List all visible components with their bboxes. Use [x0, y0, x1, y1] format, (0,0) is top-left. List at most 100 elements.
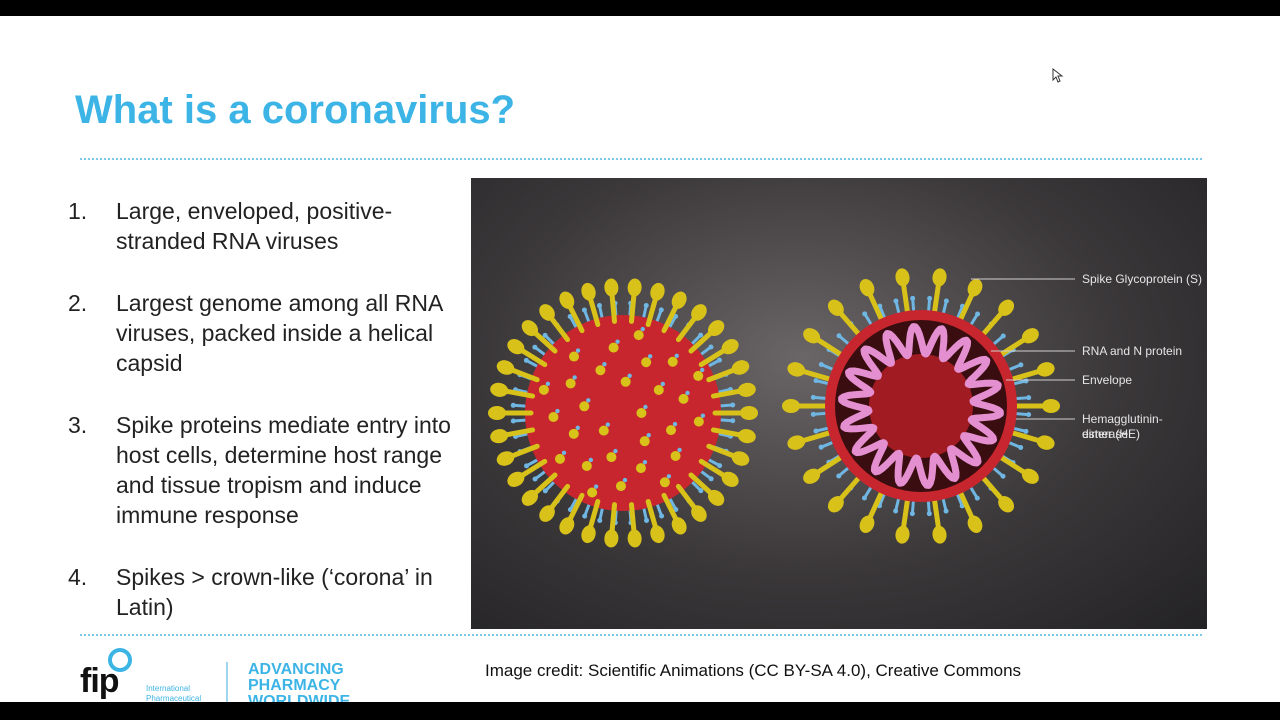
list-number: 3.	[68, 412, 88, 438]
spike-mark	[627, 529, 642, 548]
spike-mark	[670, 450, 681, 461]
he-mark	[1026, 412, 1032, 418]
he-mark	[523, 357, 529, 363]
tagline-line: PHARMACY	[248, 677, 341, 694]
spike-mark	[678, 393, 689, 404]
spike-mark	[490, 429, 509, 444]
spike-mark	[666, 425, 677, 436]
slide-title: What is a coronavirus?	[75, 88, 516, 132]
spike-mark	[538, 384, 549, 395]
spike-mark	[496, 360, 515, 375]
spike-mark	[787, 362, 806, 377]
spike-mark	[932, 268, 947, 287]
spike-mark	[581, 525, 596, 544]
he-mark	[1018, 362, 1024, 368]
he-mark	[862, 311, 868, 317]
spike-mark	[1021, 468, 1039, 484]
he-mark	[575, 425, 580, 431]
he-mark	[813, 428, 819, 434]
he-mark	[659, 513, 665, 519]
he-mark	[943, 508, 949, 514]
he-mark	[685, 390, 690, 396]
virion-cross-section	[782, 268, 1060, 544]
he-mark	[1000, 333, 1006, 339]
spike-mark	[967, 279, 983, 297]
spike-mark	[604, 529, 619, 548]
he-mark	[700, 413, 706, 418]
spike-mark	[659, 477, 670, 488]
he-mark	[974, 495, 980, 501]
spike-mark	[568, 428, 579, 439]
spike-mark	[636, 408, 647, 418]
he-mark	[627, 373, 632, 379]
he-mark	[666, 474, 672, 479]
he-mark	[943, 298, 949, 304]
he-mark	[615, 339, 620, 344]
fip-ring-icon	[108, 648, 132, 672]
he-mark	[708, 344, 714, 350]
spike-mark	[581, 460, 592, 471]
bullet-list: 1. Large, enveloped, positive-stranded R…	[68, 196, 458, 654]
he-mark	[575, 348, 581, 353]
image-credit: Image credit: Scientific Animations (CC …	[485, 661, 1022, 680]
tagline-line: ADVANCING	[248, 661, 344, 678]
he-mark	[658, 307, 664, 313]
he-mark	[927, 295, 933, 301]
he-mark	[698, 332, 704, 338]
he-mark	[673, 506, 679, 512]
he-mark	[1023, 428, 1029, 434]
slide: What is a coronavirus? 1. Large, envelop…	[0, 16, 1280, 702]
list-item: 4. Spikes > crown-like (‘corona’ in Lati…	[68, 562, 458, 622]
he-mark	[605, 422, 611, 427]
spike-mark	[1042, 399, 1060, 413]
spike-mark	[559, 517, 575, 535]
he-mark	[561, 450, 567, 456]
he-mark	[716, 357, 722, 363]
he-mark	[926, 511, 932, 517]
spike-mark	[579, 401, 590, 412]
spike-mark	[895, 268, 910, 287]
he-mark	[660, 381, 666, 387]
he-mark	[582, 513, 588, 519]
spike-mark	[650, 525, 665, 544]
he-mark	[836, 473, 842, 479]
virus-drawing	[488, 268, 1075, 548]
spike-mark	[721, 339, 739, 355]
label-hemagglutinin: Hemagglutinin-esterase	[1082, 412, 1163, 441]
he-mark	[542, 332, 548, 338]
he-mark	[1018, 444, 1024, 450]
label-spike-glycoprotein: Spike Glycoprotein (S)	[1082, 272, 1203, 286]
he-mark	[1026, 395, 1032, 401]
spike-mark	[633, 330, 644, 341]
he-mark	[602, 362, 607, 367]
label-rna-n-protein: RNA and N protein	[1082, 344, 1183, 358]
he-mark	[586, 398, 591, 403]
he-mark	[909, 511, 915, 517]
he-mark	[555, 408, 560, 414]
he-mark	[542, 488, 548, 494]
he-mark	[818, 444, 824, 450]
spike-mark	[1036, 362, 1055, 377]
spike-mark	[740, 406, 758, 420]
he-mark	[532, 344, 538, 350]
spike-mark	[691, 505, 707, 522]
mouse-pointer-icon	[1052, 68, 1064, 83]
spike-mark	[635, 463, 646, 474]
spike-mark	[667, 356, 678, 367]
he-mark	[588, 457, 594, 463]
he-mark	[647, 354, 653, 359]
spike-mark	[731, 360, 750, 375]
he-mark	[524, 463, 530, 469]
spike-mark	[490, 382, 509, 397]
he-mark	[730, 418, 736, 424]
list-number: 4.	[68, 564, 88, 590]
spike-mark	[627, 278, 642, 297]
list-number: 2.	[68, 290, 88, 316]
he-mark	[643, 404, 648, 410]
spike-mark	[693, 370, 704, 381]
spike-mark	[559, 291, 575, 309]
he-mark	[818, 362, 824, 368]
spike-mark	[691, 304, 707, 321]
coronavirus-illustration: Spike Glycoprotein (S) RNA and N protein…	[471, 178, 1207, 629]
spike-mark	[782, 399, 800, 413]
